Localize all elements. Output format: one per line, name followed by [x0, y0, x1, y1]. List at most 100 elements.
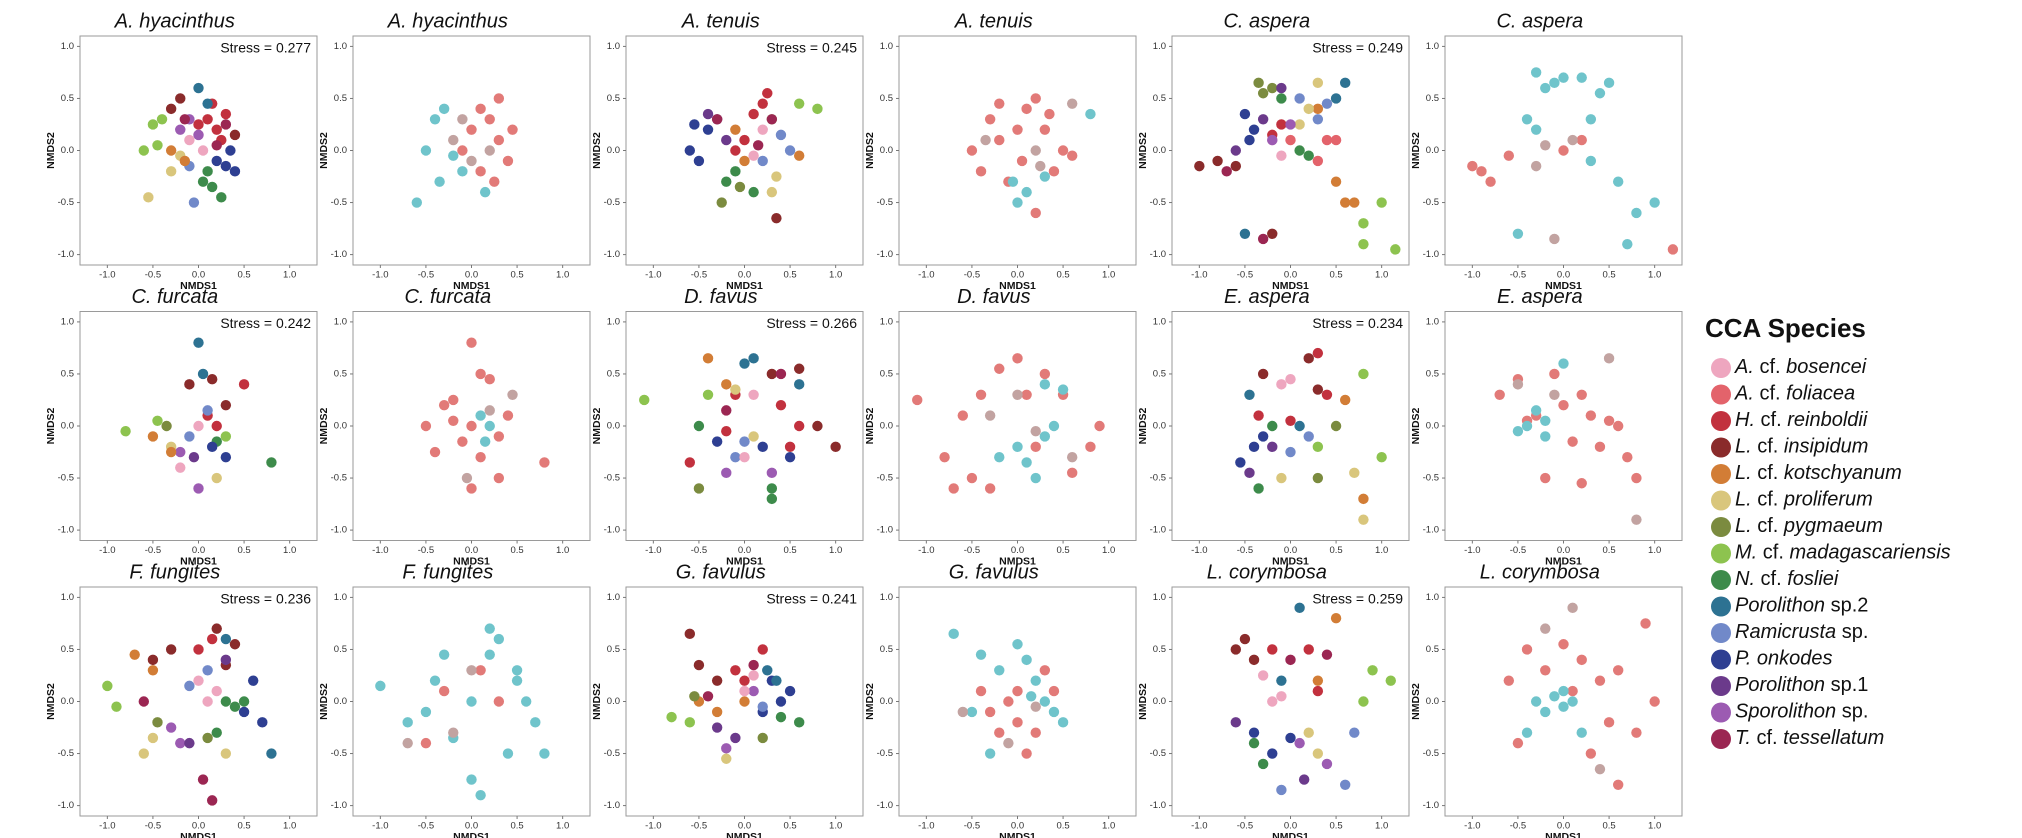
point — [1567, 696, 1578, 707]
point — [1312, 384, 1324, 395]
x-axis-label: NMDS1 — [726, 831, 763, 838]
point — [438, 399, 450, 411]
point — [748, 150, 759, 161]
stress-label: Stress = 0.242 — [220, 315, 311, 331]
point — [1530, 67, 1542, 78]
legend-label: T. cf. tessellatum — [1735, 727, 1884, 749]
x-axis-label: NMDS1 — [999, 280, 1036, 292]
point — [511, 665, 523, 676]
y-tick-label: -1.0 — [604, 800, 620, 811]
point — [220, 431, 232, 442]
stress-label: Stress = 0.266 — [766, 315, 857, 331]
point — [1603, 415, 1615, 426]
y-tick-label: 1.0 — [1426, 592, 1439, 603]
point — [1576, 389, 1587, 400]
y-tick-label: -0.5 — [1423, 197, 1439, 208]
point — [994, 134, 1005, 146]
y-tick-label: 0.0 — [334, 145, 347, 156]
point — [1303, 727, 1314, 738]
y-tick-label: 0.5 — [61, 93, 74, 104]
point — [739, 452, 750, 463]
legend-swatch — [1711, 490, 1731, 511]
legend-label: L. cf. insipidum — [1735, 436, 1868, 458]
point — [1330, 93, 1342, 104]
x-tick-label: 0.5 — [237, 545, 250, 556]
point — [812, 103, 823, 115]
x-tick-label: 0.0 — [738, 821, 751, 832]
y-tick-label: 1.0 — [880, 316, 893, 327]
panel: A. tenuis Stress = 0.245 -1.0 -0.5 0.0 0.5 1.0… — [591, 10, 864, 292]
y-tick-label: -1.0 — [58, 525, 74, 536]
point — [266, 457, 277, 468]
point — [206, 633, 218, 645]
y-tick-label: 0.0 — [334, 696, 347, 707]
point — [1585, 410, 1597, 421]
legend-label: A. cf. foliacea — [1734, 383, 1855, 405]
point — [702, 389, 714, 400]
point — [1007, 176, 1019, 187]
point — [1030, 145, 1041, 156]
point — [193, 337, 204, 348]
point — [948, 628, 959, 640]
x-tick-label: 1.0 — [556, 545, 569, 556]
y-tick-label: 1.0 — [607, 41, 620, 52]
point — [1030, 472, 1041, 484]
legend-label: N. cf. fosliei — [1735, 568, 1839, 590]
point — [1012, 639, 1023, 650]
panel: A. hyacinthus Stress = 0.277 -1.0 -0.5 0.0 0.… — [45, 10, 318, 292]
point — [957, 706, 969, 718]
y-tick-label: -1.0 — [604, 525, 620, 536]
point — [1267, 420, 1278, 432]
point — [1030, 426, 1041, 437]
x-tick-label: -1.0 — [372, 270, 388, 281]
point — [1303, 431, 1314, 442]
point — [1612, 420, 1624, 432]
point — [238, 696, 250, 707]
point — [766, 114, 778, 125]
point — [1558, 639, 1569, 650]
point — [1030, 701, 1041, 712]
point — [766, 483, 778, 494]
point — [771, 212, 782, 224]
point — [438, 685, 450, 697]
point — [420, 706, 432, 718]
point — [748, 659, 759, 671]
point — [793, 379, 805, 390]
point — [138, 145, 150, 156]
point — [211, 140, 222, 151]
point — [1285, 732, 1296, 744]
point — [1248, 737, 1260, 749]
point — [1267, 748, 1278, 759]
y-axis-label: NMDS2 — [318, 683, 330, 720]
point — [771, 171, 782, 182]
point — [1594, 675, 1606, 686]
point — [684, 145, 696, 156]
point — [484, 405, 495, 416]
panel: C. furcata -1.0 -0.5 0.0 0.5 1.0 -1.0 -0.5 0.0 0.… — [318, 286, 591, 567]
point — [1267, 134, 1278, 146]
y-tick-label: 1.0 — [1153, 592, 1166, 603]
point — [666, 711, 677, 723]
point — [1558, 685, 1569, 697]
point — [912, 394, 923, 406]
point — [493, 431, 505, 442]
y-tick-label: -1.0 — [877, 525, 893, 536]
point — [1530, 160, 1542, 172]
y-tick-label: 0.0 — [61, 145, 74, 156]
point — [1303, 150, 1314, 161]
y-tick-label: 0.0 — [880, 696, 893, 707]
point — [730, 384, 741, 395]
y-tick-label: 1.0 — [880, 41, 893, 52]
panel-title: E. aspera — [1224, 286, 1310, 308]
point — [266, 748, 277, 759]
point — [220, 696, 232, 707]
point — [457, 114, 468, 125]
point — [739, 358, 750, 369]
y-tick-label: -0.5 — [877, 748, 893, 759]
point — [220, 748, 232, 759]
point — [466, 696, 477, 707]
point — [211, 727, 222, 738]
point — [1012, 197, 1023, 208]
point — [1048, 685, 1060, 697]
